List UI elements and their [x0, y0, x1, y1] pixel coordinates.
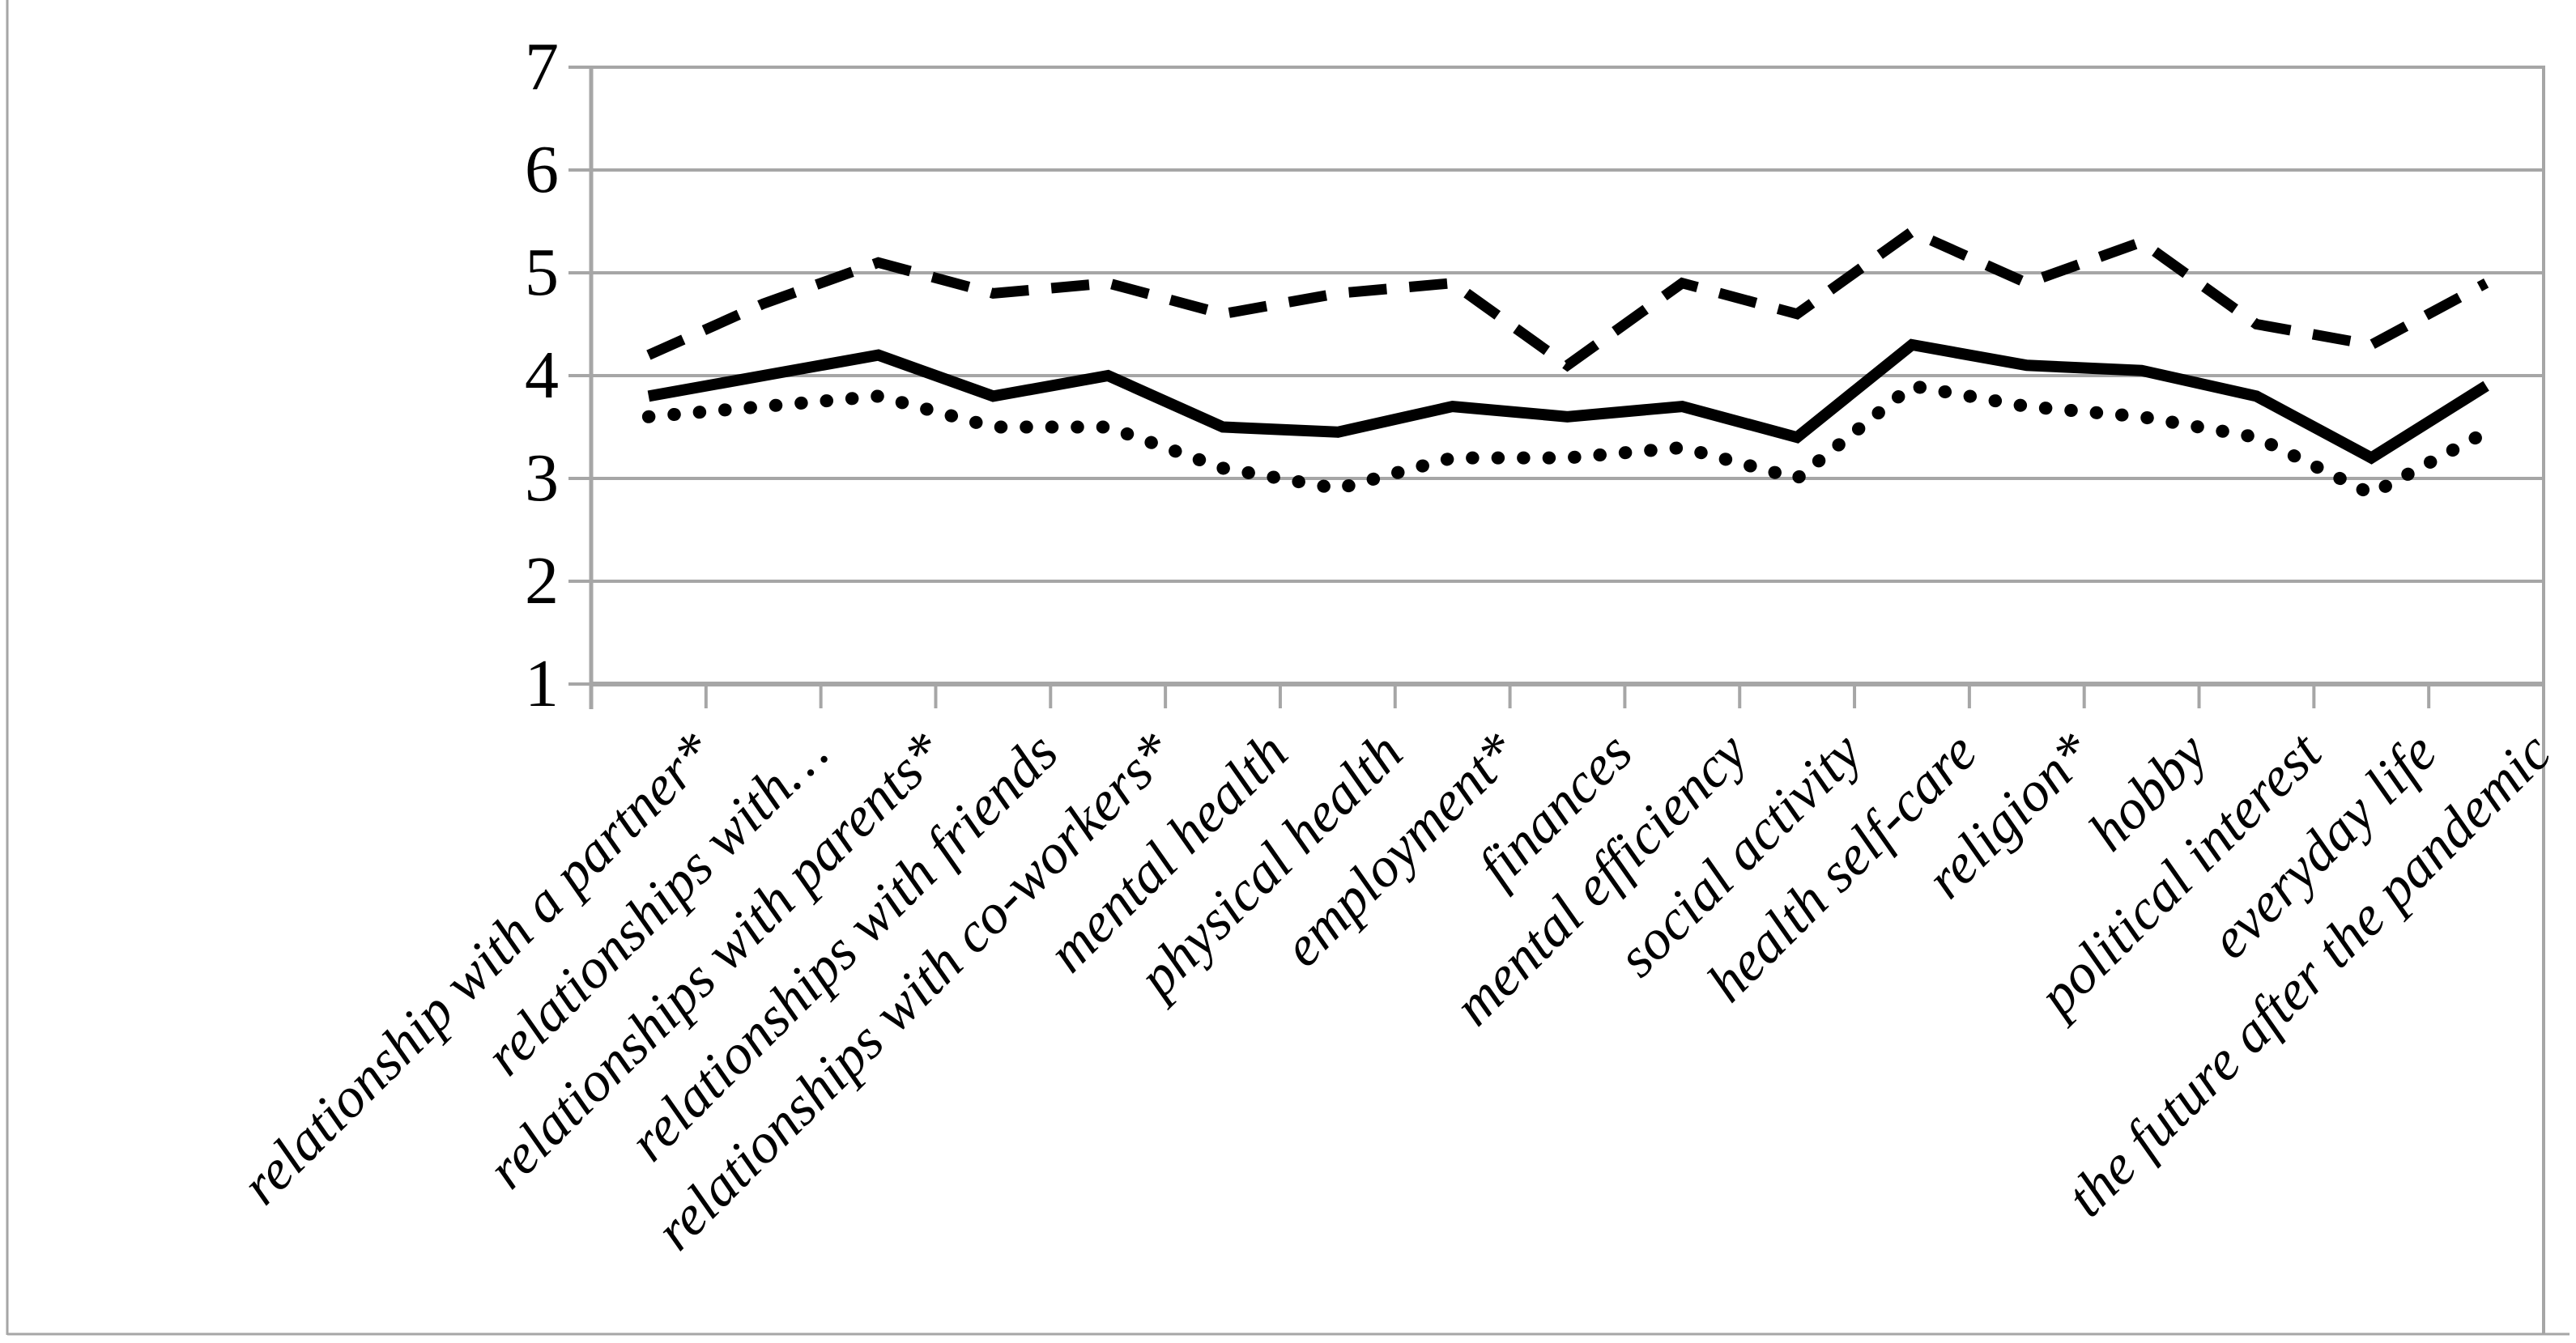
y-axis-tick-label: 6	[525, 132, 559, 207]
series-line-dashed	[646, 225, 2489, 372]
series-line-dotted	[641, 379, 2493, 502]
y-axis-tick-label: 3	[525, 440, 559, 516]
y-axis-tick-label: 1	[525, 646, 559, 721]
y-axis-tick-label: 2	[525, 543, 559, 618]
y-axis-tick-label: 4	[525, 338, 559, 413]
y-axis-tick-label: 7	[525, 29, 559, 104]
y-axis-tick-label: 5	[525, 235, 559, 310]
series-line-solid	[647, 338, 2489, 465]
